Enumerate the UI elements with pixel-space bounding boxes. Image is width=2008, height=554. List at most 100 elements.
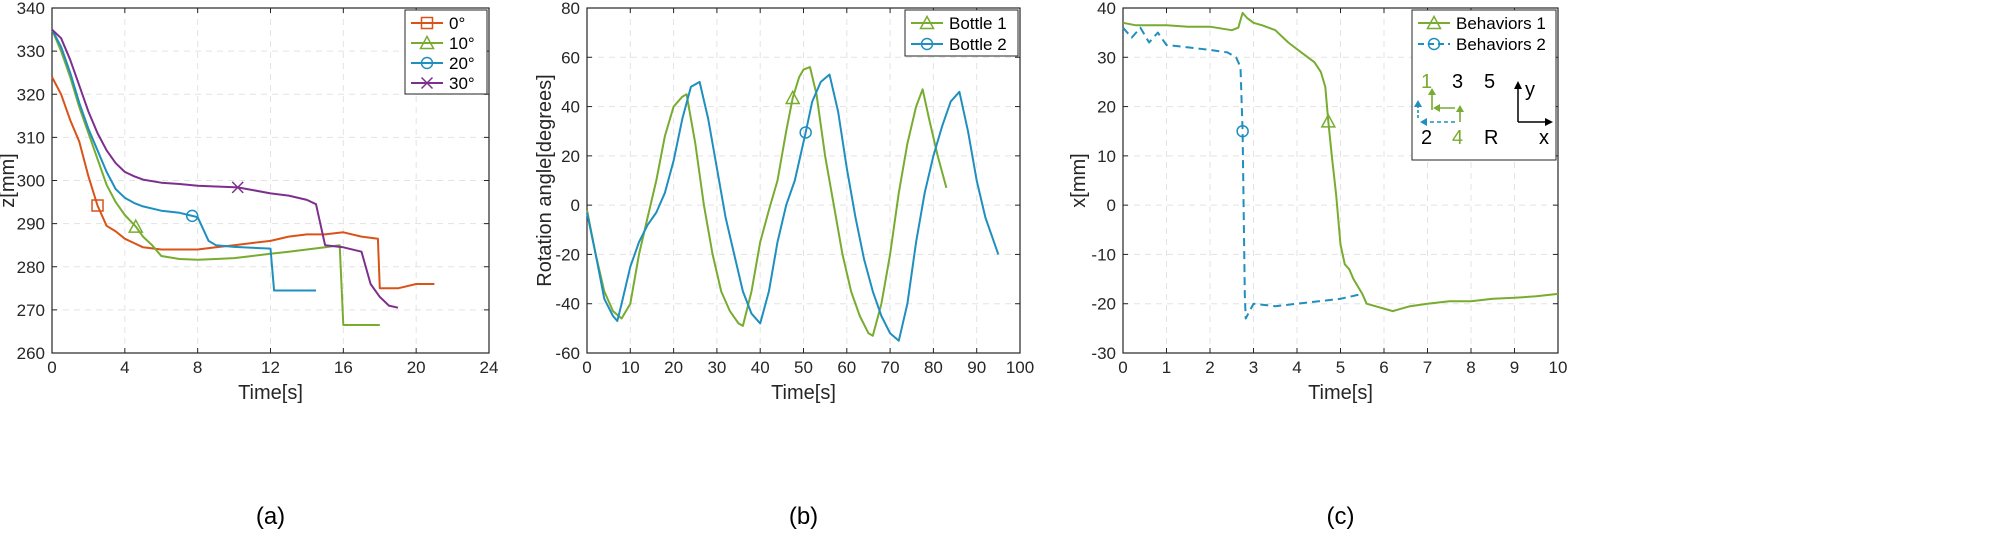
x-tick-label: 8 (193, 358, 202, 377)
y-tick-label: 40 (1097, 0, 1116, 18)
legend-marker-1 (1426, 14, 1442, 30)
y-tick-label: 0 (571, 196, 580, 215)
y-tick-label: 60 (561, 48, 580, 67)
inset-label-r: R (1484, 127, 1498, 149)
axis-icon-y-label: y (1525, 79, 1535, 101)
y-tick-label: 270 (17, 301, 45, 320)
y-axis-label: x[mm] (1068, 153, 1090, 207)
series-marker-1 (784, 89, 801, 105)
inset-label-2: 2 (1421, 127, 1432, 149)
y-tick-label: -20 (1091, 295, 1116, 314)
series-line-2 (586, 73, 1000, 342)
inset-arrowhead (1414, 100, 1422, 107)
inset-arrowhead (1433, 104, 1440, 112)
legend-label-3: 20° (449, 54, 475, 73)
series-line-1 (51, 76, 435, 290)
x-tick-label: 9 (1510, 358, 1519, 377)
y-tick-label: 80 (561, 0, 580, 18)
legend-marker-1 (919, 14, 935, 30)
series-line-4 (51, 28, 399, 309)
x-tick-label: 20 (407, 358, 426, 377)
series-marker-4 (231, 181, 244, 194)
series-marker-2 (799, 126, 812, 139)
legend-marker-3 (420, 56, 434, 70)
legend-box (1411, 9, 1557, 161)
panel-caption: (c) (1327, 503, 1355, 530)
axis-icon-arrowhead (1545, 118, 1553, 126)
x-tick-label: 40 (751, 358, 770, 377)
chart-c: 0 1 2 3 4 5 6 7 8 9 10 -30 -20 -10 0 10 20 30 40 Time[s] x[m… (1068, 0, 1567, 530)
series-line-2 (1122, 26, 1363, 320)
legend-marker-4 (420, 76, 434, 90)
x-tick-label: 70 (881, 358, 900, 377)
y-axis-label: z[mm] (0, 153, 19, 207)
y-tick-label: 300 (17, 172, 45, 191)
axis-icon-arrowhead (1514, 81, 1522, 89)
x-tick-label: 30 (707, 358, 726, 377)
legend-label-1: Bottle 1 (949, 14, 1007, 33)
y-tick-label: 290 (17, 215, 45, 234)
x-tick-label: 10 (621, 358, 640, 377)
series-line-1 (1122, 11, 1559, 313)
x-axis-label: Time[s] (1308, 382, 1373, 404)
series-line-1 (586, 66, 948, 337)
legend-marker-2 (419, 34, 435, 50)
x-tick-label: 3 (1249, 358, 1258, 377)
legend-marker-1 (420, 16, 434, 30)
x-tick-label: 80 (924, 358, 943, 377)
inset-arrowhead (1420, 118, 1427, 126)
inset-label-4: 4 (1452, 127, 1463, 149)
y-tick-label: 320 (17, 85, 45, 104)
y-tick-label: 280 (17, 258, 45, 277)
x-tick-label: 24 (480, 358, 499, 377)
y-tick-label: 0 (1107, 196, 1116, 215)
series-marker-2 (127, 218, 144, 233)
series-line-2 (51, 29, 380, 326)
x-tick-label: 8 (1466, 358, 1475, 377)
x-tick-label: 7 (1423, 358, 1432, 377)
y-tick-label: 30 (1097, 48, 1116, 67)
series-marker-2 (1236, 124, 1249, 138)
x-tick-label: 90 (967, 358, 986, 377)
y-axis-label: Rotation angle[degrees] (534, 74, 556, 286)
legend-label-4: 30° (449, 74, 475, 93)
y-tick-label: 10 (1097, 147, 1116, 166)
x-tick-label: 60 (837, 358, 856, 377)
y-tick-label: 340 (17, 0, 45, 18)
y-tick-label: 260 (17, 344, 45, 363)
legend-label-1: 0° (449, 14, 465, 33)
axis-icon-x-label: x (1539, 127, 1549, 149)
x-axis-label: Time[s] (238, 382, 303, 404)
inset-label-3: 3 (1452, 71, 1463, 93)
x-tick-label: 10 (1549, 358, 1568, 377)
x-tick-label: 12 (261, 358, 280, 377)
x-axis-label: Time[s] (771, 382, 836, 404)
y-tick-label: -60 (555, 344, 580, 363)
y-tick-label: 310 (17, 128, 45, 147)
y-tick-label: 20 (1097, 98, 1116, 117)
legend-label-2: 10° (449, 34, 475, 53)
panel-caption: (b) (789, 503, 818, 530)
x-tick-label: 4 (1292, 358, 1301, 377)
inset-arrowhead (1428, 88, 1436, 95)
inset-arrowhead (1456, 105, 1464, 112)
x-tick-label: 6 (1379, 358, 1388, 377)
panel-caption: (a) (256, 503, 285, 530)
legend-label-2: Behaviors 2 (1456, 35, 1546, 54)
x-tick-label: 20 (664, 358, 683, 377)
inset-label-5: 5 (1484, 71, 1495, 93)
x-tick-label: 50 (794, 358, 813, 377)
legend-marker-2 (920, 37, 934, 51)
x-tick-label: 100 (1006, 358, 1034, 377)
x-tick-label: 4 (120, 358, 129, 377)
y-tick-label: 40 (561, 98, 580, 117)
y-tick-label: -20 (555, 245, 580, 264)
legend-marker-2 (1427, 37, 1441, 51)
y-tick-label: 20 (561, 147, 580, 166)
behavior-inset: 1 3 5 2 4 Ry x (1414, 71, 1553, 149)
x-tick-label: 2 (1205, 358, 1214, 377)
y-tick-label: -10 (1091, 245, 1116, 264)
series-marker-1 (91, 199, 104, 212)
x-tick-label: 0 (47, 358, 56, 377)
